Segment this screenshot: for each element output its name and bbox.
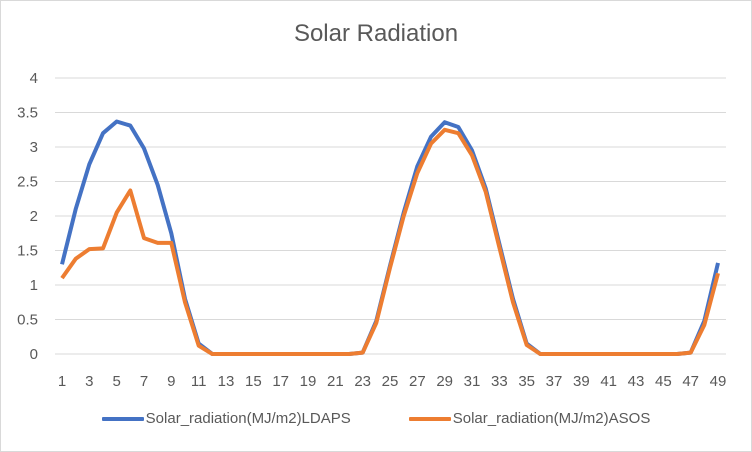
- y-tick-label: 2: [30, 208, 38, 225]
- y-axis-ticks: 0 0.5 1 1.5 2 2.5 3 3.5 4: [17, 70, 38, 363]
- legend-label-asos: Solar_radiation(MJ/m2)ASOS: [452, 410, 651, 427]
- x-tick-label: 47: [682, 373, 699, 390]
- chart-title: Solar Radiation: [293, 20, 459, 47]
- y-tick-label: 3.5: [17, 105, 38, 122]
- x-tick-label: 9: [167, 373, 175, 390]
- x-tick-label: 41: [600, 373, 617, 390]
- y-tick-label: 0.5: [17, 312, 38, 329]
- y-tick-label: 3: [30, 139, 38, 156]
- legend-label-ldaps: Solar_radiation(MJ/m2)LDAPS: [145, 410, 351, 427]
- legend-swatch-ldaps: [101, 416, 144, 421]
- x-tick-label: 15: [245, 373, 262, 390]
- y-tick-label: 1: [30, 277, 38, 294]
- x-tick-label: 31: [464, 373, 481, 390]
- x-tick-label: 11: [191, 373, 207, 390]
- series-line-asos: [60, 127, 720, 356]
- y-tick-label: 4: [30, 70, 38, 87]
- y-tick-label: 2.5: [17, 174, 38, 191]
- x-tick-label: 13: [218, 373, 235, 390]
- y-tick-label: 0: [30, 346, 38, 363]
- x-tick-label: 25: [382, 373, 399, 390]
- x-tick-label: 27: [409, 373, 426, 390]
- x-tick-label: 21: [327, 373, 344, 390]
- x-tick-label: 1: [58, 373, 66, 390]
- x-tick-label: 29: [436, 373, 453, 390]
- x-tick-label: 3: [85, 373, 93, 390]
- x-tick-label: 17: [272, 373, 289, 390]
- legend: Solar_radiation(MJ/m2)LDAPS Solar_radiat…: [0, 410, 752, 427]
- series-lines: [60, 119, 720, 356]
- legend-item-asos: Solar_radiation(MJ/m2)ASOS: [408, 410, 651, 427]
- x-tick-label: 35: [518, 373, 535, 390]
- x-tick-label: 49: [710, 373, 727, 390]
- x-tick-label: 19: [300, 373, 317, 390]
- y-tick-label: 1.5: [17, 243, 38, 260]
- x-tick-label: 43: [628, 373, 645, 390]
- x-tick-label: 23: [354, 373, 371, 390]
- x-tick-label: 7: [140, 373, 148, 390]
- x-tick-label: 5: [112, 373, 120, 390]
- x-tick-label: 37: [546, 373, 563, 390]
- legend-swatch-asos: [408, 416, 451, 421]
- legend-item-ldaps: Solar_radiation(MJ/m2)LDAPS: [101, 410, 351, 427]
- x-tick-label: 39: [573, 373, 590, 390]
- x-tick-label: 45: [655, 373, 672, 390]
- x-tick-label: 33: [491, 373, 508, 390]
- x-axis-ticks: 1 3 5 7 9 11 13 15 17 19 21 23 25 27 29 31 33 35 37 39 41 43 4…: [58, 373, 727, 390]
- gridlines: [55, 77, 726, 355]
